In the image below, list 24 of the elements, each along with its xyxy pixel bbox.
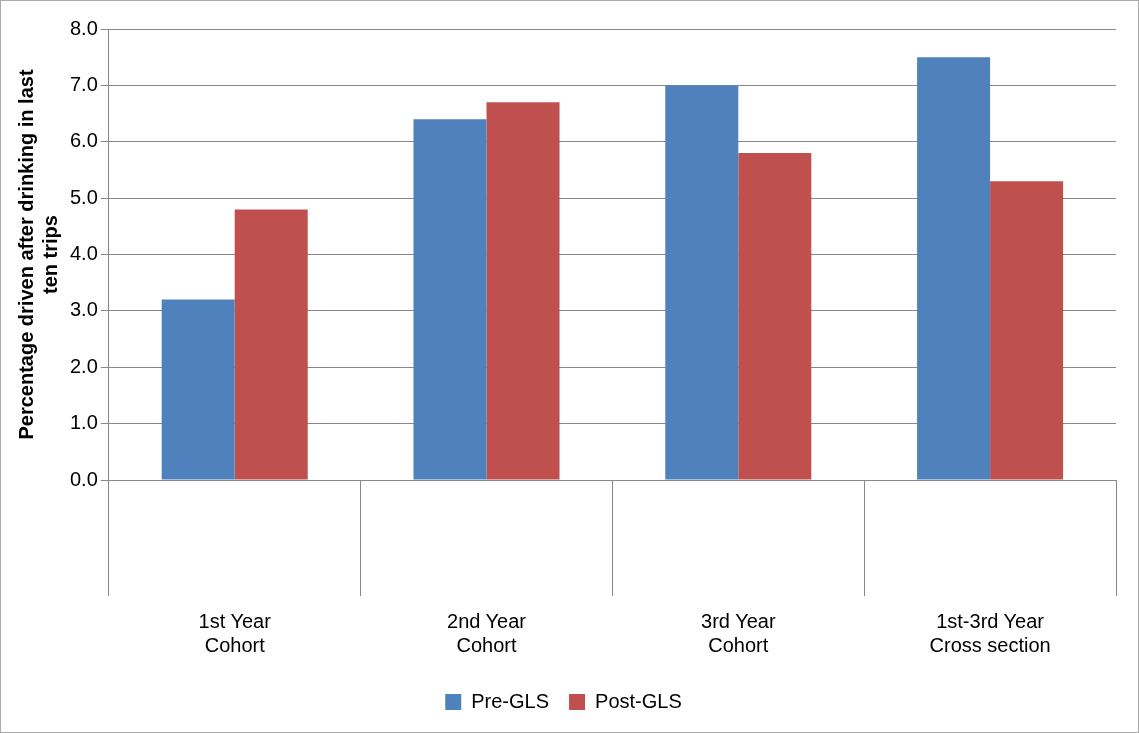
y-axis-title: Percentage driven after drinking in last ten trips — [14, 69, 61, 440]
bar — [990, 181, 1064, 480]
bar — [413, 119, 487, 480]
x-tick-label: 2nd Year Cohort — [447, 609, 527, 656]
y-tick-label: 2.0 — [69, 354, 98, 377]
bar — [161, 299, 235, 480]
bar — [665, 85, 739, 480]
bar — [486, 102, 560, 480]
bar — [234, 209, 308, 480]
legend-label: Pre-GLS — [471, 689, 550, 712]
y-tick-label: 6.0 — [69, 129, 98, 152]
y-tick-label: 0.0 — [69, 467, 98, 490]
y-tick-label: 3.0 — [69, 298, 98, 321]
y-tick-label: 8.0 — [69, 16, 98, 39]
bar — [738, 153, 812, 480]
x-tick-label: 1st-3rd Year Cross section — [929, 609, 1051, 656]
y-tick-label: 5.0 — [69, 185, 98, 208]
legend-label: Post-GLS — [595, 689, 682, 712]
y-tick-label: 4.0 — [69, 242, 98, 265]
x-tick-label: 1st Year Cohort — [198, 609, 272, 656]
y-tick-label: 1.0 — [69, 411, 98, 434]
y-tick-label: 7.0 — [69, 72, 98, 95]
bar — [917, 57, 991, 480]
x-tick-label: 3rd Year Cohort — [701, 609, 776, 656]
